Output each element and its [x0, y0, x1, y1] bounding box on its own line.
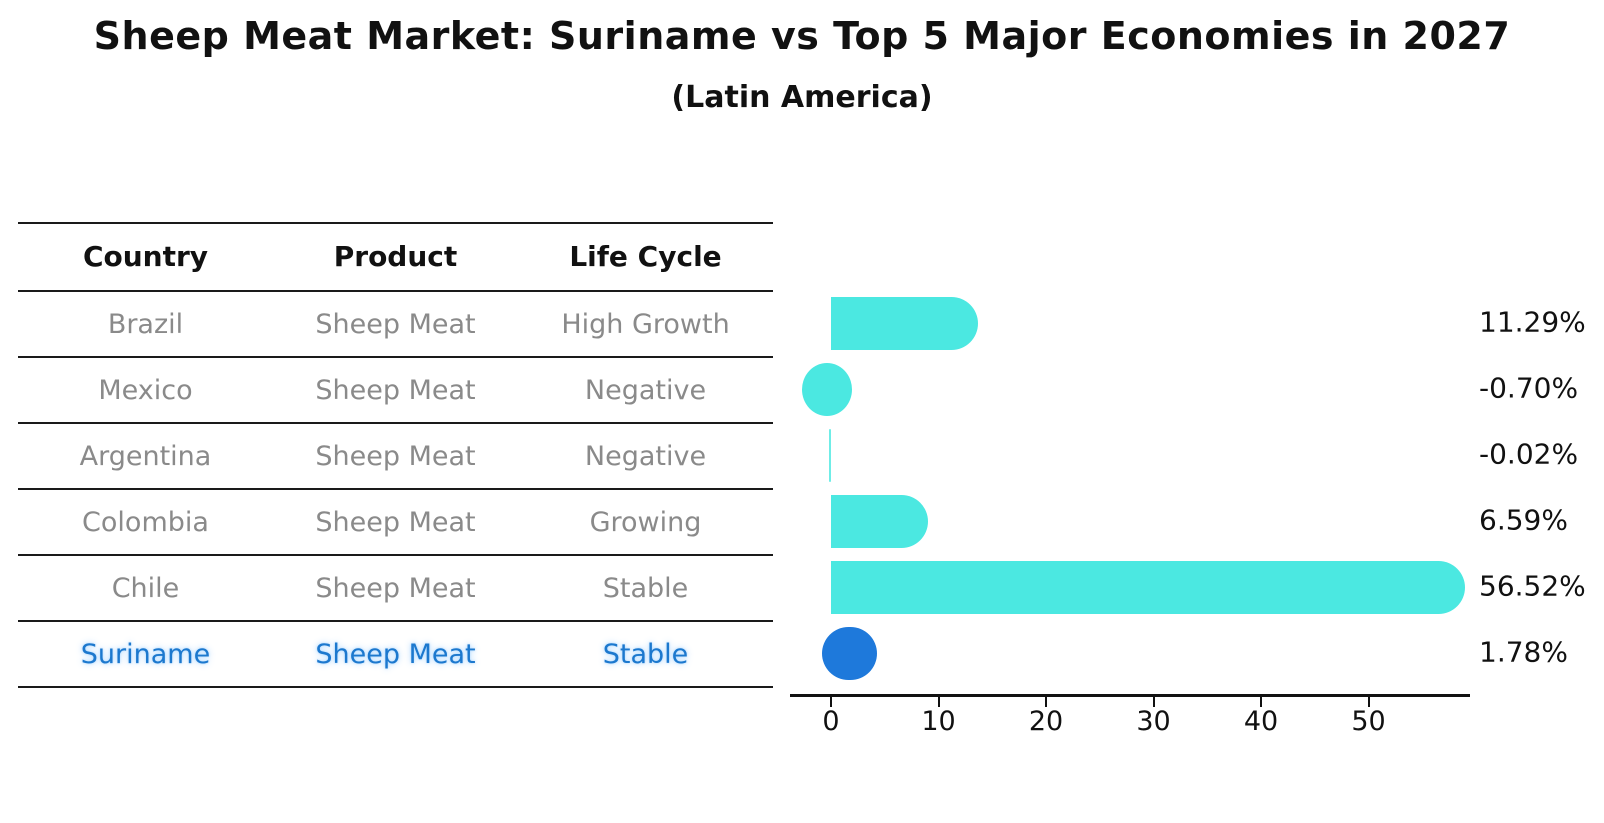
cell-product: Sheep Meat — [315, 572, 476, 604]
value-label-mexico: -0.70% — [1479, 371, 1579, 405]
x-tick-label: 10 — [921, 706, 956, 737]
cell-country: Colombia — [82, 506, 209, 538]
value-label-argentina: -0.02% — [1479, 437, 1579, 471]
value-label-suriname: 1.78% — [1479, 635, 1568, 669]
cell-life-cycle: High Growth — [561, 308, 730, 340]
x-tick — [1260, 696, 1262, 707]
x-tick — [1045, 696, 1047, 707]
value-label-chile: 56.52% — [1479, 569, 1586, 603]
cell-life-cycle: Stable — [602, 572, 689, 604]
x-tick-label: 20 — [1028, 706, 1064, 737]
table-row-mexico: Mexico Sheep Meat Negative — [18, 358, 773, 424]
bar-mexico — [802, 362, 853, 416]
x-tick-label: 40 — [1243, 706, 1279, 737]
value-label-colombia: 6.59% — [1479, 503, 1568, 537]
cell-life-cycle: Negative — [584, 374, 707, 406]
table-row-suriname: Suriname Sheep Meat Stable — [18, 622, 773, 688]
x-tick-label: 0 — [822, 706, 840, 737]
value-label-brazil: 11.29% — [1479, 305, 1586, 339]
col-header-country: Country — [82, 240, 209, 273]
x-tick — [937, 696, 940, 707]
col-header-life-cycle: Life Cycle — [569, 240, 722, 273]
cell-product: Sheep Meat — [315, 308, 476, 340]
x-tick — [1367, 696, 1370, 707]
cell-product: Sheep Meat — [315, 638, 476, 670]
table-row-brazil: Brazil Sheep Meat High Growth — [18, 292, 773, 358]
x-tick — [830, 696, 832, 707]
bar-argentina — [828, 428, 832, 482]
bar-chile — [831, 560, 1465, 614]
col-header-product: Product — [333, 240, 458, 273]
table-row-argentina: Argentina Sheep Meat Negative — [18, 424, 773, 490]
table-row-colombia: Colombia Sheep Meat Growing — [18, 490, 773, 556]
chart-title: Sheep Meat Market: Suriname vs Top 5 Maj… — [93, 14, 1511, 58]
cell-life-cycle: Stable — [602, 638, 689, 670]
bar-colombia — [831, 494, 928, 548]
table-header-row: Country Product Life Cycle — [18, 224, 773, 292]
cell-country: Chile — [111, 572, 180, 604]
cell-product: Sheep Meat — [315, 506, 476, 538]
bar-suriname — [822, 626, 878, 680]
cell-life-cycle: Negative — [584, 440, 707, 472]
x-tick — [1152, 696, 1155, 707]
bar-brazil — [831, 296, 979, 350]
cell-country: Suriname — [80, 638, 211, 670]
cell-country: Argentina — [79, 440, 212, 472]
table-row-chile: Chile Sheep Meat Stable — [18, 556, 773, 622]
x-tick-label: 30 — [1136, 706, 1171, 737]
cell-country: Mexico — [98, 374, 193, 406]
cell-country: Brazil — [107, 308, 184, 340]
cell-product: Sheep Meat — [315, 374, 476, 406]
cell-life-cycle: Growing — [589, 506, 702, 538]
country-table: Country Product Life Cycle Brazil Sheep … — [18, 222, 773, 688]
x-tick-label: 50 — [1351, 706, 1386, 737]
x-axis-line — [790, 694, 1470, 697]
chart-subtitle: (Latin America) — [671, 80, 933, 115]
cell-product: Sheep Meat — [315, 440, 476, 472]
